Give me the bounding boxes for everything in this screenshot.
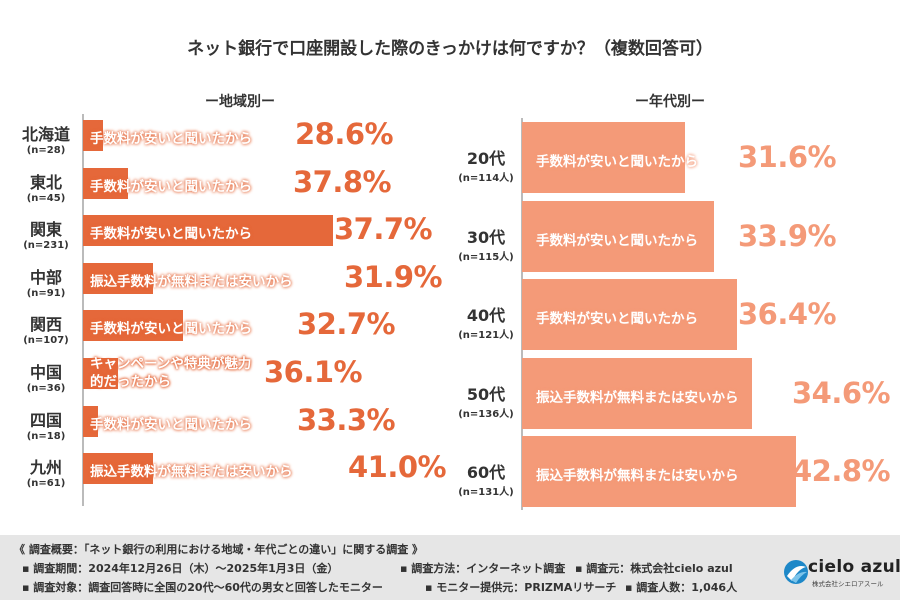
region-label-7: 九州 (n=61) (12, 454, 80, 489)
age-name: 20代 (466, 149, 506, 168)
region-reason-label: 振込手数料が無料または安いから (90, 273, 293, 290)
age-n: (n=136人) (458, 408, 514, 420)
region-name: 北海道 (21, 125, 70, 144)
region-n: (n=18) (26, 430, 66, 442)
region-label-6: 四国 (n=18) (12, 407, 80, 442)
age-reason-label: 手数料が安いと聞いたから (536, 154, 698, 170)
footer-overview: 《 調査概要：「ネット銀行の利用における地域・年代ごとの違い」に関する調査 》 (14, 543, 424, 556)
age-reason-label: 手数料が安いと聞いたから (536, 232, 698, 249)
region-value-label: 37.7% (334, 212, 433, 247)
age-n: (n=114人) (458, 173, 514, 184)
age-label-2: 40代 (n=121人) (452, 302, 520, 341)
region-name: 東北 (29, 172, 62, 192)
cielo-azul-logo-icon (784, 560, 808, 584)
region-label-3: 中部 (n=91) (12, 264, 80, 299)
region-name: 中国 (29, 363, 62, 382)
age-label-0: 20代 (n=114人) (452, 145, 520, 184)
region-name: 中部 (29, 267, 62, 287)
age-label-4: 60代 (n=131人) (452, 459, 520, 498)
region-name: 四国 (29, 410, 62, 430)
age-n: (n=121人) (458, 330, 514, 341)
footer-provider: ▪ モニター提供元：PRIZMAリサーチ (425, 581, 617, 594)
region-reason-label: 手数料が安いと聞いたから (90, 321, 252, 338)
region-label-4: 関西 (n=107) (12, 311, 80, 346)
region-n: (n=231) (23, 240, 69, 252)
region-name: 関東 (29, 220, 62, 240)
region-bar (83, 167, 128, 199)
region-reason-label: 手数料が安いと聞いたから (90, 416, 252, 433)
region-bar (83, 215, 333, 247)
region-value-label: 36.1% (264, 355, 363, 389)
age-label-3: 50代 (n=136人) (452, 381, 520, 420)
logo-name: cielo azul (808, 557, 900, 577)
age-reason-label: 手数料が安いと聞いたから (536, 311, 698, 327)
age-bar (522, 436, 796, 507)
region-reason-label: 手数料が安いと聞いたから (90, 178, 252, 195)
age-bar (522, 279, 737, 350)
region-n: (n=36) (26, 383, 66, 394)
region-n: (n=91) (26, 287, 66, 299)
region-value-label: 31.9% (344, 259, 443, 294)
age-value-label: 34.6% (792, 375, 891, 410)
age-name: 50代 (466, 384, 506, 404)
footer-method: ▪ 調査方法：インターネット調査 (400, 562, 566, 575)
age-bar (522, 357, 752, 429)
age-value-label: 33.9% (738, 218, 837, 253)
age-reason-label: 振込手数料が無料または安いから (536, 468, 739, 484)
region-value-label: 32.7% (297, 307, 396, 342)
age-value-label: 31.6% (738, 140, 837, 174)
region-value-label: 37.8% (293, 164, 392, 199)
age-name: 60代 (466, 463, 506, 482)
region-n: (n=61) (26, 478, 66, 490)
region-bar (83, 310, 183, 342)
survey-footer (0, 535, 900, 600)
region-label-0: 北海道 (n=28) (12, 121, 80, 156)
region-reason-label: 手数料が安いと聞いたから (90, 226, 252, 243)
logo-subtitle: 株式会社シエロアスール (812, 580, 884, 588)
region-bar (83, 262, 153, 294)
region-bar (83, 120, 103, 151)
region-reason-label: キャンペーンや特典が魅力的だったから (90, 356, 252, 390)
region-n: (n=28) (26, 145, 66, 156)
region-section-title: ー地域別ー (205, 94, 275, 110)
footer-source: ▪ 調査元：株式会社cielo azul (575, 562, 733, 575)
age-bar (522, 122, 685, 193)
region-name: 関西 (29, 315, 62, 335)
region-value-label: 33.3% (297, 402, 396, 437)
age-n: (n=115人) (458, 251, 514, 263)
age-value-label: 42.8% (792, 454, 891, 488)
age-value-label: 36.4% (738, 297, 837, 331)
age-section-title: ー年代別ー (635, 94, 705, 110)
region-value-label: 41.0% (348, 450, 447, 485)
age-n: (n=131人) (458, 487, 514, 498)
age-name: 30代 (466, 227, 506, 247)
region-label-2: 関東 (n=231) (12, 216, 80, 251)
region-bar (83, 453, 153, 485)
age-name: 40代 (466, 306, 506, 325)
region-n: (n=107) (23, 335, 69, 347)
footer-period: ▪ 調査期間：2024年12月26日（木）〜2025年1月3日（金） (22, 562, 339, 575)
region-label-1: 東北 (n=45) (12, 169, 80, 204)
region-value-label: 28.6% (295, 117, 394, 151)
chart-title: ネット銀行で口座開設した際のきっかけは何ですか？（複数回答可） (187, 39, 713, 59)
age-bar (522, 200, 714, 272)
footer-count: ▪ 調査人数：1,046人 (625, 581, 738, 594)
region-reason-label: 手数料が安いと聞いたから (90, 131, 252, 147)
region-n: (n=45) (26, 192, 66, 204)
footer-target: ▪ 調査対象：調査回答時に全国の20代〜60代の男女と回答したモニター (22, 581, 383, 594)
region-bar (83, 405, 98, 437)
region-label-5: 中国 (n=36) (12, 359, 80, 394)
region-axis-line (82, 114, 84, 506)
age-reason-label: 振込手数料が無料または安いから (536, 389, 739, 406)
region-name: 九州 (29, 458, 62, 478)
region-reason-label: 振込手数料が無料または安いから (90, 464, 293, 481)
region-bar (83, 358, 118, 389)
age-label-1: 30代 (n=115人) (452, 224, 520, 263)
